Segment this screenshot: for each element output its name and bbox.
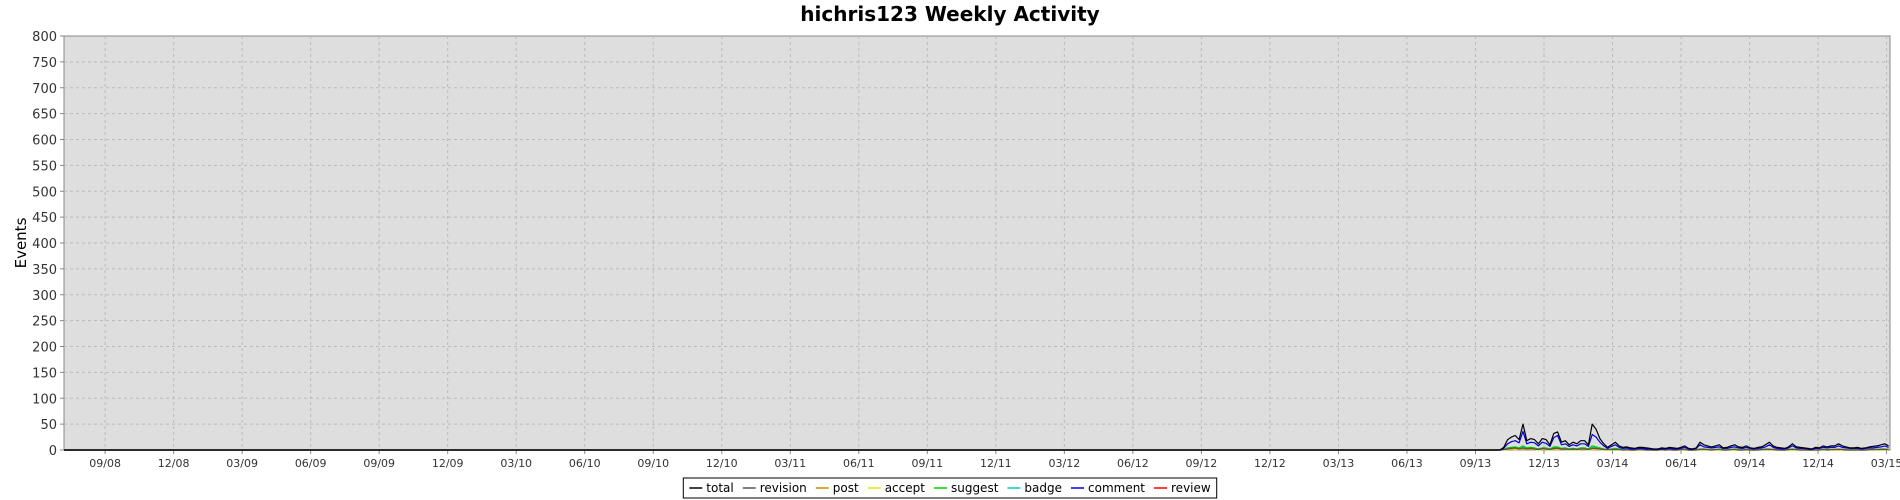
x-tick-label: 09/09 bbox=[363, 457, 395, 470]
y-tick-label: 700 bbox=[32, 82, 57, 97]
grid-lines bbox=[64, 36, 1890, 450]
legend-items: total revision post accept suggest badge comme… bbox=[689, 481, 1211, 495]
legend-box bbox=[682, 477, 1218, 499]
x-tick-label: 03/15 bbox=[1871, 457, 1900, 470]
x-tick-label: 09/14 bbox=[1734, 457, 1766, 470]
series-line-total bbox=[64, 423, 1889, 451]
x-tick-label: 03/11 bbox=[774, 457, 806, 470]
legend-label-comment: comment bbox=[1088, 481, 1145, 495]
y-tick-label: 350 bbox=[32, 263, 57, 278]
x-tick-label: 09/08 bbox=[89, 457, 121, 470]
legend-label-badge: badge bbox=[1024, 481, 1062, 495]
series-lines bbox=[64, 423, 1889, 451]
y-tick-label: 300 bbox=[32, 289, 57, 304]
y-tick-label: 250 bbox=[32, 315, 57, 330]
x-tick-label: 09/10 bbox=[637, 457, 669, 470]
legend-label-revision: revision bbox=[760, 481, 807, 495]
y-axis: 0 50 100 150 200 250 300 350 400 450 500 550 600 650 7… bbox=[32, 30, 64, 459]
x-tick-label: 12/14 bbox=[1802, 457, 1834, 470]
y-axis-label: Events bbox=[12, 217, 30, 268]
legend-label-review: review bbox=[1171, 481, 1211, 495]
series-line-revision bbox=[64, 447, 1889, 451]
chart-title: hichris123 Weekly Activity bbox=[800, 2, 1099, 26]
y-tick-label: 550 bbox=[32, 159, 57, 174]
x-tick-label: 03/09 bbox=[226, 457, 258, 470]
x-tick-label: 06/12 bbox=[1117, 457, 1149, 470]
y-tick-label: 600 bbox=[32, 134, 57, 149]
x-tick-label: 09/11 bbox=[911, 457, 943, 470]
y-tick-label: 0 bbox=[49, 444, 57, 459]
x-tick-label: 12/11 bbox=[980, 457, 1012, 470]
x-tick-label: 03/14 bbox=[1597, 457, 1629, 470]
x-tick-label: 03/10 bbox=[500, 457, 532, 470]
x-tick-label: 06/13 bbox=[1391, 457, 1423, 470]
y-tick-label: 100 bbox=[32, 392, 57, 407]
y-tick-label: 750 bbox=[32, 56, 57, 71]
legend-label-post: post bbox=[833, 481, 859, 495]
x-tick-label: 06/09 bbox=[295, 457, 327, 470]
x-tick-label: 12/10 bbox=[706, 457, 738, 470]
x-tick-label: 09/13 bbox=[1460, 457, 1492, 470]
x-tick-label: 09/12 bbox=[1186, 457, 1218, 470]
x-tick-label: 06/10 bbox=[569, 457, 601, 470]
y-tick-label: 400 bbox=[32, 237, 57, 252]
legend-label-accept: accept bbox=[885, 481, 926, 495]
y-tick-label: 450 bbox=[32, 211, 57, 226]
legend-label-suggest: suggest bbox=[951, 481, 999, 495]
x-tick-label: 03/12 bbox=[1049, 457, 1081, 470]
y-tick-label: 50 bbox=[40, 418, 57, 433]
x-tick-label: 12/13 bbox=[1528, 457, 1560, 470]
x-tick-label: 03/13 bbox=[1323, 457, 1355, 470]
x-tick-label: 06/14 bbox=[1665, 457, 1697, 470]
legend-label-total: total bbox=[706, 481, 733, 495]
y-tick-label: 150 bbox=[32, 366, 57, 381]
x-tick-label: 12/12 bbox=[1254, 457, 1286, 470]
x-tick-label: 06/11 bbox=[843, 457, 875, 470]
y-tick-label: 500 bbox=[32, 185, 57, 200]
y-tick-label: 200 bbox=[32, 341, 57, 356]
x-axis: 09/08 12/08 03/09 06/09 09/09 12/09 03/10 06/10… bbox=[89, 450, 1900, 470]
x-tick-label: 12/08 bbox=[158, 457, 190, 470]
legend: total revision post accept suggest badge comme… bbox=[682, 477, 1218, 499]
y-tick-label: 800 bbox=[32, 30, 57, 45]
y-tick-label: 650 bbox=[32, 108, 57, 123]
x-tick-label: 12/09 bbox=[432, 457, 464, 470]
